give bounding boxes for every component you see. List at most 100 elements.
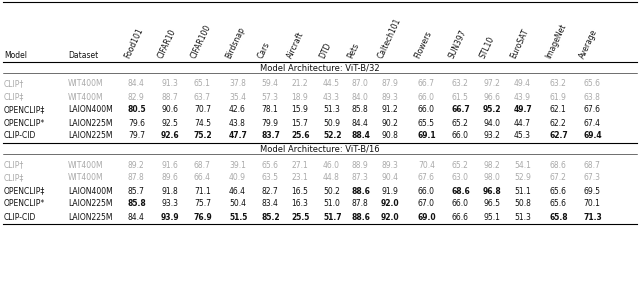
Text: 63.0: 63.0	[452, 173, 469, 182]
Text: 25.5: 25.5	[291, 212, 309, 221]
Text: 98.0: 98.0	[483, 173, 500, 182]
Text: LAION225M: LAION225M	[68, 199, 113, 208]
Text: OPENCLIP*: OPENCLIP*	[4, 118, 45, 127]
Text: LAION225M: LAION225M	[68, 131, 113, 140]
Text: 89.3: 89.3	[381, 160, 398, 170]
Text: 51.5: 51.5	[229, 212, 248, 221]
Text: 69.4: 69.4	[583, 131, 602, 140]
Text: 50.9: 50.9	[323, 118, 340, 127]
Text: WIT400M: WIT400M	[68, 173, 104, 182]
Text: 89.3: 89.3	[381, 92, 398, 101]
Text: 46.4: 46.4	[229, 186, 246, 195]
Text: 85.8: 85.8	[128, 199, 147, 208]
Text: 62.2: 62.2	[549, 118, 566, 127]
Text: 50.2: 50.2	[323, 186, 340, 195]
Text: 83.7: 83.7	[261, 131, 280, 140]
Text: 84.4: 84.4	[128, 212, 145, 221]
Text: 88.4: 88.4	[351, 131, 370, 140]
Text: 15.9: 15.9	[291, 105, 308, 114]
Text: 82.7: 82.7	[261, 186, 278, 195]
Text: 74.5: 74.5	[194, 118, 211, 127]
Text: 79.9: 79.9	[261, 118, 278, 127]
Text: 63.7: 63.7	[194, 92, 211, 101]
Text: 62.1: 62.1	[549, 105, 566, 114]
Text: 65.6: 65.6	[583, 79, 600, 88]
Text: Cars: Cars	[256, 40, 271, 60]
Text: 84.0: 84.0	[351, 92, 368, 101]
Text: 84.4: 84.4	[351, 118, 368, 127]
Text: OPENCLIP*: OPENCLIP*	[4, 199, 45, 208]
Text: Average: Average	[578, 28, 599, 60]
Text: 91.2: 91.2	[381, 105, 397, 114]
Text: 97.2: 97.2	[483, 79, 500, 88]
Text: 70.7: 70.7	[194, 105, 211, 114]
Text: STL10: STL10	[478, 35, 496, 60]
Text: Birdsnap: Birdsnap	[224, 25, 246, 60]
Text: 88.7: 88.7	[161, 92, 178, 101]
Text: 16.5: 16.5	[291, 186, 308, 195]
Text: 16.3: 16.3	[291, 199, 308, 208]
Text: CLIP†: CLIP†	[4, 79, 24, 88]
Text: 95.1: 95.1	[483, 212, 500, 221]
Text: 96.5: 96.5	[483, 199, 500, 208]
Text: 67.3: 67.3	[583, 173, 600, 182]
Text: 43.9: 43.9	[514, 92, 531, 101]
Text: 44.8: 44.8	[323, 173, 340, 182]
Text: 51.3: 51.3	[514, 212, 531, 221]
Text: 23.1: 23.1	[291, 173, 308, 182]
Text: 67.6: 67.6	[583, 105, 600, 114]
Text: 54.1: 54.1	[514, 160, 531, 170]
Text: Dataset: Dataset	[68, 51, 99, 60]
Text: LAION225M: LAION225M	[68, 212, 113, 221]
Text: 78.1: 78.1	[261, 105, 278, 114]
Text: OPENCLIP‡: OPENCLIP‡	[4, 186, 45, 195]
Text: 66.6: 66.6	[452, 212, 469, 221]
Text: 91.3: 91.3	[161, 79, 178, 88]
Text: 89.2: 89.2	[128, 160, 145, 170]
Text: 52.9: 52.9	[514, 173, 531, 182]
Text: 61.5: 61.5	[452, 92, 469, 101]
Text: 25.6: 25.6	[291, 131, 310, 140]
Text: DTD: DTD	[318, 41, 333, 60]
Text: 82.9: 82.9	[128, 92, 145, 101]
Text: 91.8: 91.8	[161, 186, 178, 195]
Text: 51.1: 51.1	[514, 186, 531, 195]
Text: 87.9: 87.9	[381, 79, 398, 88]
Text: 85.8: 85.8	[351, 105, 368, 114]
Text: 42.6: 42.6	[229, 105, 246, 114]
Text: WIT400M: WIT400M	[68, 79, 104, 88]
Text: 66.0: 66.0	[418, 186, 435, 195]
Text: WIT400M: WIT400M	[68, 160, 104, 170]
Text: 68.6: 68.6	[452, 186, 471, 195]
Text: 89.6: 89.6	[161, 173, 178, 182]
Text: 66.0: 66.0	[418, 105, 435, 114]
Text: 93.3: 93.3	[161, 199, 178, 208]
Text: 66.0: 66.0	[418, 92, 435, 101]
Text: 63.8: 63.8	[583, 92, 600, 101]
Text: 85.2: 85.2	[261, 212, 280, 221]
Text: 49.7: 49.7	[514, 105, 532, 114]
Text: 65.6: 65.6	[261, 160, 278, 170]
Text: Model Architecture: ViT-B/16: Model Architecture: ViT-B/16	[260, 144, 380, 153]
Text: Aircraft: Aircraft	[286, 30, 306, 60]
Text: 96.8: 96.8	[483, 186, 502, 195]
Text: 80.5: 80.5	[128, 105, 147, 114]
Text: 59.4: 59.4	[261, 79, 278, 88]
Text: CIFAR100: CIFAR100	[189, 23, 212, 60]
Text: 51.3: 51.3	[323, 105, 340, 114]
Text: 88.9: 88.9	[351, 160, 368, 170]
Text: 18.9: 18.9	[291, 92, 308, 101]
Text: Pets: Pets	[346, 42, 361, 60]
Text: 37.8: 37.8	[229, 79, 246, 88]
Text: 63.2: 63.2	[452, 79, 469, 88]
Text: 71.3: 71.3	[583, 212, 602, 221]
Text: 70.1: 70.1	[583, 199, 600, 208]
Text: 39.1: 39.1	[229, 160, 246, 170]
Text: 92.0: 92.0	[381, 212, 399, 221]
Text: 40.9: 40.9	[229, 173, 246, 182]
Text: 67.2: 67.2	[549, 173, 566, 182]
Text: 45.3: 45.3	[514, 131, 531, 140]
Text: 15.7: 15.7	[291, 118, 308, 127]
Text: 93.9: 93.9	[161, 212, 180, 221]
Text: 65.2: 65.2	[452, 118, 469, 127]
